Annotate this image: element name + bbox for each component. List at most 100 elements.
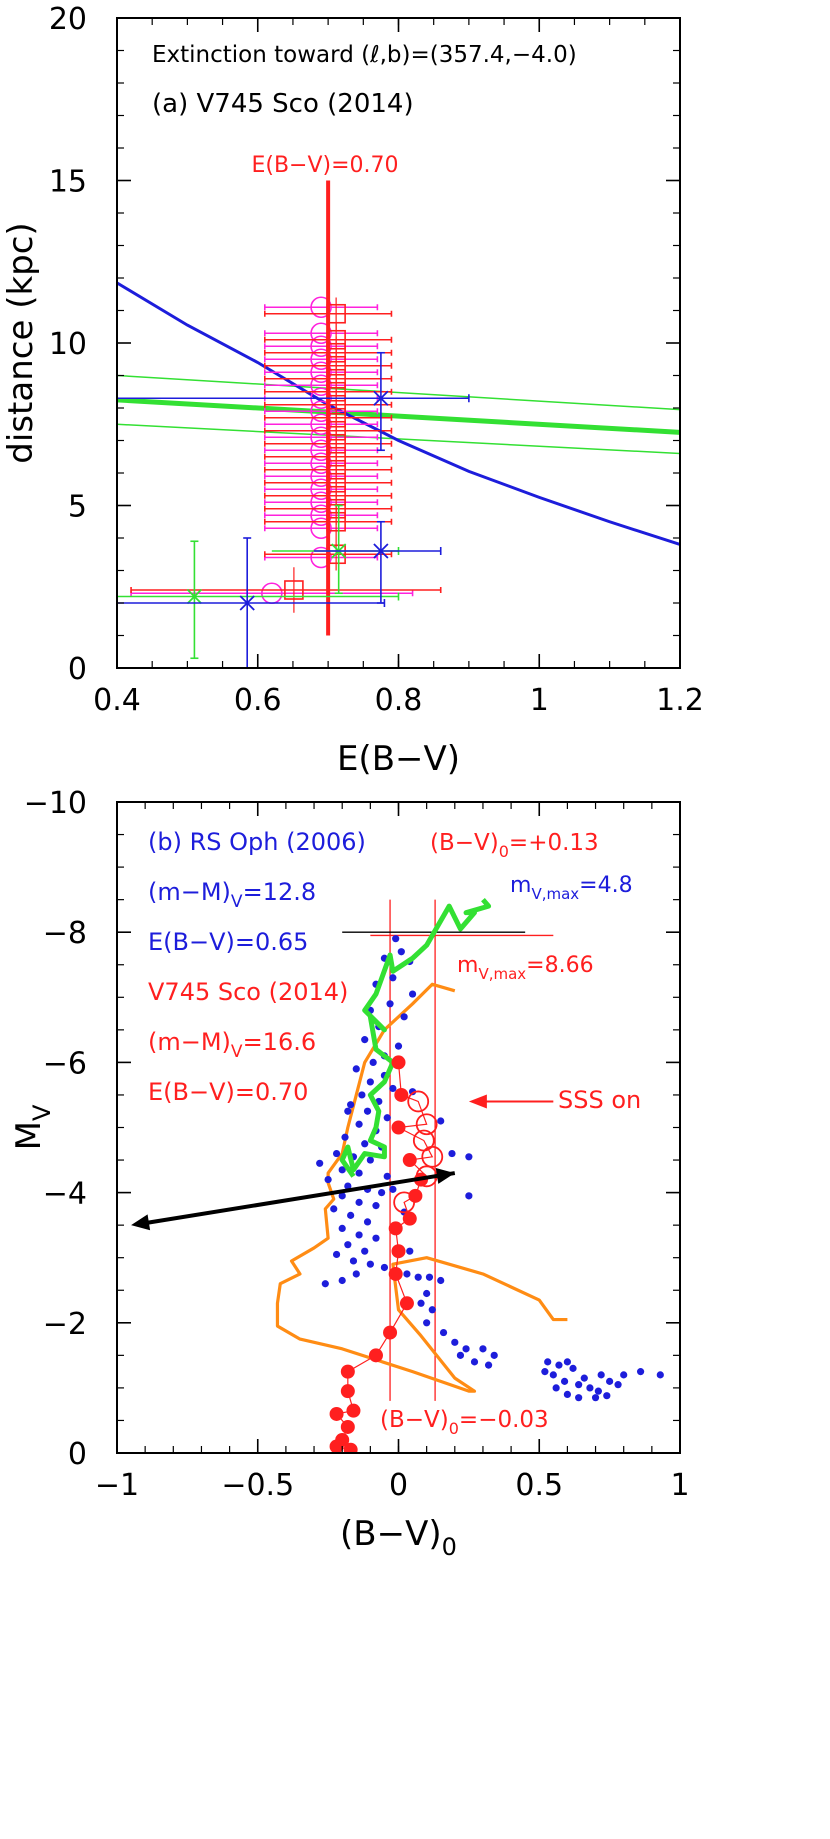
red-square-17	[284, 580, 304, 600]
rsoph-point-86	[620, 1371, 628, 1379]
rsoph-point-23	[383, 1114, 391, 1122]
rsoph-point-43	[330, 1205, 338, 1213]
plot-area-b	[131, 898, 664, 1453]
v745-point-1	[394, 1087, 409, 1102]
v745-point-3	[402, 1153, 417, 1168]
rsoph-point-81	[560, 1377, 569, 1385]
sss-label: SSS on	[558, 1086, 641, 1114]
chart-title-a: Extinction toward (ℓ,b)=(357.4,−4.0)	[152, 42, 577, 68]
rsoph-point-73	[470, 1358, 479, 1366]
rsoph-point-37	[344, 1182, 352, 1190]
rsoph-point-49	[344, 1241, 352, 1249]
blue-distance-curve	[117, 281, 680, 546]
magenta-circle-12	[310, 465, 332, 488]
rsoph-point-40	[338, 1192, 346, 1200]
v745-point-11	[383, 1325, 398, 1340]
rsoph-point-46	[338, 1224, 346, 1233]
rsoph-point-89	[552, 1384, 560, 1392]
green-line-upper	[117, 374, 680, 411]
panel-a: 0.4 0.6 0.8 1 1.2 0 5 10 15 20 E(B−V) distance (kpc…	[1, 2, 704, 779]
ytick-label-b-3: −4	[43, 1177, 87, 1212]
rsoph-point-79	[541, 1368, 549, 1376]
rsoph-point-18	[389, 1084, 397, 1093]
v745-point-16	[329, 1406, 344, 1421]
xtick-label-a-4: 1.2	[656, 683, 704, 718]
green-track	[339, 898, 492, 1178]
magenta-circle-10	[310, 439, 332, 462]
rsoph-point-92	[591, 1394, 600, 1402]
rsoph-point-22	[363, 1107, 372, 1115]
v745-point-8	[391, 1244, 406, 1259]
xtick-label-a-3: 1	[530, 683, 549, 718]
rsoph-point-29	[332, 1149, 341, 1158]
rsoph-point-70	[479, 1345, 487, 1353]
blue-cross-1	[373, 543, 389, 559]
rsoph-point-93	[603, 1392, 611, 1400]
rsoph-point-33	[338, 1166, 346, 1174]
ytick-label-b-5: 0	[68, 1437, 87, 1472]
xtick-label-b-1: −0.5	[221, 1468, 294, 1503]
v745-sss-point-0	[407, 1090, 430, 1113]
rsoph-point-87	[636, 1368, 645, 1376]
rsoph-point-15	[352, 1065, 360, 1073]
rsoph-point-80	[549, 1371, 557, 1379]
magenta-circle-16	[310, 517, 332, 540]
magenta-circle-1	[310, 322, 332, 345]
v745-ebv: E(B−V)=0.70	[148, 1078, 308, 1106]
rsoph-ebv: E(B−V)=0.65	[148, 928, 308, 956]
magenta-circle-2	[310, 335, 332, 358]
rsoph-point-63	[423, 1289, 431, 1298]
ytick-label-b-4: −2	[43, 1307, 87, 1342]
rsoph-point-69	[462, 1345, 470, 1353]
rsoph-point-48	[372, 1234, 380, 1242]
rsoph-point-34	[355, 1169, 363, 1177]
ytick-label-b-0: −10	[24, 786, 87, 821]
rsoph-point-103	[389, 1185, 397, 1193]
v745-point-10	[399, 1296, 414, 1311]
rsoph-point-19	[358, 1091, 366, 1099]
xtick-label-a-1: 0.6	[234, 683, 282, 718]
rsoph-point-62	[321, 1280, 329, 1288]
rsoph-point-84	[594, 1387, 602, 1395]
v745-distance-modulus: (m−M)V=16.6	[148, 1028, 316, 1062]
ytick-label-b-2: −6	[43, 1046, 87, 1081]
rsoph-point-61	[338, 1276, 346, 1285]
xtick-label-a-2: 0.8	[375, 683, 423, 718]
rsoph-point-53	[366, 1260, 374, 1268]
xtick-label-b-3: 0.5	[515, 1468, 563, 1503]
sss-arrow-head	[468, 1094, 487, 1109]
rsoph-point-27	[361, 1140, 369, 1148]
rsoph-point-42	[372, 1202, 380, 1210]
rsoph-point-24	[355, 1120, 363, 1128]
rsoph-point-100	[437, 1117, 445, 1125]
rsoph-point-76	[555, 1361, 563, 1369]
reddening-arrow-head-right	[435, 1168, 455, 1184]
magenta-circle-17	[310, 546, 332, 569]
v745-sss-point-3	[421, 1145, 444, 1168]
magenta-circle-7	[310, 400, 332, 423]
ebv-annotation-a: E(B−V)=0.70	[251, 153, 398, 178]
ytick-label-a-1: 5	[68, 490, 87, 525]
blue-cross-2	[239, 595, 255, 611]
y-axis-label-b: MV	[9, 1104, 56, 1150]
mvmax-blue-label: mV,max=4.8	[510, 873, 633, 903]
v745-point-5	[408, 1188, 423, 1203]
rsoph-point-4	[389, 974, 397, 982]
magenta-circle-4	[310, 361, 332, 384]
ytick-label-a-3: 15	[49, 165, 87, 200]
rsoph-point-51	[332, 1250, 341, 1259]
rsoph-point-95	[580, 1374, 588, 1382]
rsoph-point-50	[361, 1247, 369, 1255]
rsoph-point-74	[484, 1361, 493, 1369]
rsoph-point-64	[417, 1299, 425, 1307]
rsoph-point-59	[437, 1276, 445, 1285]
magenta-circle-3	[310, 348, 332, 371]
rsoph-point-26	[341, 1133, 349, 1141]
xtick-label-a-0: 0.4	[93, 683, 141, 718]
rsoph-point-58	[425, 1273, 434, 1281]
rsoph-point-96	[597, 1371, 605, 1379]
v745-point-14	[340, 1384, 355, 1399]
rsoph-point-21	[347, 1101, 355, 1109]
